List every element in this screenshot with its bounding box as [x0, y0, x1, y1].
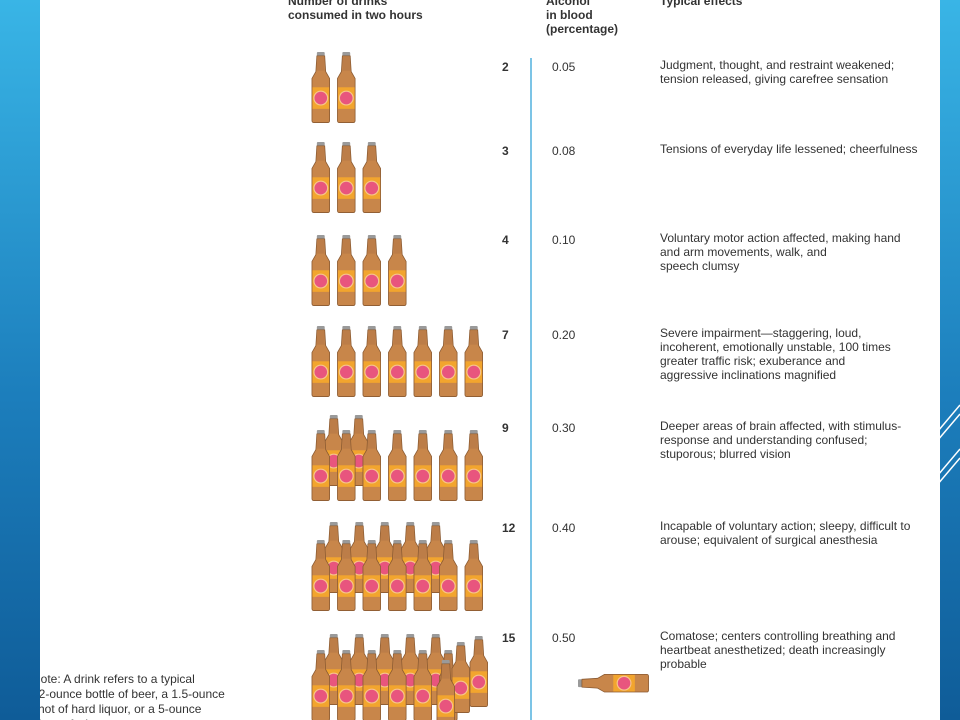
beer-bottle-icon [413, 326, 432, 397]
beer-bottle-icon [362, 142, 381, 213]
drinks-header-line2: consumed in two hours [288, 8, 423, 22]
drink-count: 4 [502, 233, 509, 247]
column-divider [530, 58, 532, 720]
beer-bottle-icon [388, 326, 407, 397]
drink-count: 9 [502, 421, 509, 435]
beer-bottle-icon [337, 52, 356, 123]
beer-bottle-icon [311, 326, 330, 397]
blood-alcohol-value: 0.50 [552, 631, 576, 645]
drinks-header-line1: Number of drinks [288, 0, 388, 8]
blood-alcohol-value: 0.30 [552, 421, 576, 435]
beer-bottle-icon [469, 636, 488, 707]
beer-bottle-icon [388, 650, 407, 720]
beer-bottle-icon [362, 650, 381, 720]
blood-alcohol-value: 0.20 [552, 328, 576, 342]
beer-bottle-icon [388, 540, 407, 611]
beer-bottle-icon [337, 540, 356, 611]
blood-alcohol-value: 0.05 [552, 60, 576, 74]
beer-bottle-icon [311, 540, 330, 611]
effect-description: Tensions of everyday life lessened; chee… [660, 142, 918, 156]
alcohol-header-line1: Alcohol [546, 0, 590, 8]
blood-alcohol-value: 0.10 [552, 233, 576, 247]
beer-bottle-icon [464, 326, 483, 397]
effect-description: Voluntary motor action affected, making … [660, 231, 901, 273]
drink-count: 15 [502, 631, 516, 645]
blood-alcohol-value: 0.08 [552, 144, 576, 158]
alcohol-header-line2: in blood [546, 8, 593, 22]
blood-alcohol-value: 0.40 [552, 521, 576, 535]
beer-bottle-icon [362, 235, 381, 306]
beer-bottle-icon [337, 650, 356, 720]
beer-bottle-icon [337, 235, 356, 306]
bottle-illustrations [311, 52, 649, 720]
beer-bottle-icon [464, 430, 483, 501]
figure-panel: Number of drinks consumed in two hours A… [40, 0, 940, 720]
effect-description: Severe impairment—staggering, loud, inco… [660, 326, 891, 382]
beer-bottle-icon [413, 430, 432, 501]
beer-bottle-icon [311, 52, 330, 123]
beer-bottle-icon [311, 650, 330, 720]
alcohol-column-header: Alcohol in blood (percentage) [546, 0, 618, 36]
beer-bottle-icon [413, 650, 432, 720]
effect-description: Incapable of voluntary action; sleepy, d… [660, 519, 911, 547]
drink-count: 7 [502, 328, 509, 342]
beer-bottle-icon [362, 326, 381, 397]
beer-bottle-icon [311, 430, 330, 501]
effects-column-header: Typical effects [660, 0, 743, 8]
beer-bottle-icon [337, 326, 356, 397]
beer-bottle-icon [362, 540, 381, 611]
beer-bottle-icon [388, 235, 407, 306]
beer-bottle-icon [362, 430, 381, 501]
drinks-column-header: Number of drinks consumed in two hours [288, 0, 423, 22]
beer-bottle-icon [337, 142, 356, 213]
drink-count: 3 [502, 144, 509, 158]
effect-description: Comatose; centers controlling breathing … [660, 629, 896, 671]
effect-description: Deeper areas of brain affected, with sti… [660, 419, 902, 461]
alcohol-header-line3: (percentage) [546, 22, 619, 36]
drink-count: 2 [502, 60, 509, 74]
slide-background-right [940, 0, 960, 720]
effect-description: Judgment, thought, and restraint weakene… [660, 58, 895, 86]
beer-bottle-icon [337, 430, 356, 501]
footnote: Note: A drink refers to a typical 12-oun… [40, 672, 225, 720]
beer-bottle-icon [311, 142, 330, 213]
beer-bottle-icon [436, 660, 455, 720]
beer-bottle-icon [439, 430, 458, 501]
beer-bottle-icon [439, 326, 458, 397]
beer-bottle-icon [439, 540, 458, 611]
drink-count: 12 [502, 521, 516, 535]
beer-bottle-icon [311, 235, 330, 306]
beer-bottle-icon [388, 430, 407, 501]
beer-bottle-icon [413, 540, 432, 611]
beer-bottle-icon [464, 540, 483, 611]
beer-bottle-lying-icon [578, 674, 649, 693]
slide-background-left [0, 0, 40, 720]
